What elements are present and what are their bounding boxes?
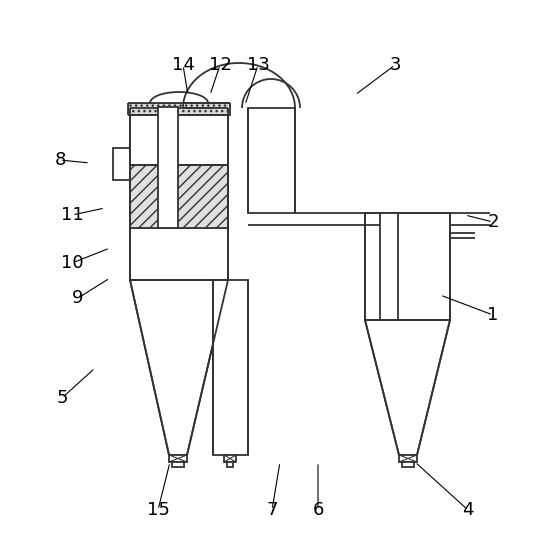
Bar	[380, 213, 398, 320]
Polygon shape	[130, 280, 228, 455]
Text: 15: 15	[146, 501, 169, 519]
Polygon shape	[365, 320, 450, 455]
Bar	[130, 115, 228, 165]
Text: 7: 7	[266, 501, 278, 519]
Bar	[113, 148, 130, 180]
Text: 2: 2	[487, 213, 499, 231]
Text: 4: 4	[462, 501, 474, 519]
Text: 12: 12	[209, 56, 231, 74]
Text: 8: 8	[54, 151, 66, 169]
Bar	[365, 213, 450, 320]
Text: 5: 5	[56, 389, 68, 407]
Bar	[158, 107, 178, 228]
Text: 1: 1	[487, 306, 499, 324]
Text: 9: 9	[72, 289, 84, 307]
Text: 11: 11	[61, 206, 83, 224]
Bar	[402, 462, 414, 467]
Text: 6: 6	[313, 501, 324, 519]
Text: 3: 3	[390, 56, 401, 74]
Bar	[248, 108, 295, 213]
Bar	[227, 462, 233, 467]
Text: 14: 14	[172, 56, 194, 74]
Bar	[128, 103, 230, 115]
Bar	[130, 108, 228, 280]
Text: 13: 13	[246, 56, 270, 74]
Text: 10: 10	[61, 254, 83, 272]
Bar	[399, 455, 417, 462]
Bar	[172, 462, 184, 467]
Bar	[224, 455, 236, 462]
Bar	[213, 280, 248, 455]
Bar	[169, 455, 187, 462]
Bar	[130, 165, 228, 228]
